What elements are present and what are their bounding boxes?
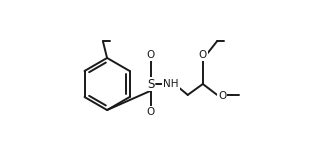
Text: O: O (199, 50, 207, 60)
Text: S: S (147, 77, 155, 91)
Text: NH: NH (163, 79, 179, 89)
Text: O: O (147, 107, 155, 117)
Text: O: O (147, 50, 155, 60)
Text: O: O (218, 91, 226, 101)
